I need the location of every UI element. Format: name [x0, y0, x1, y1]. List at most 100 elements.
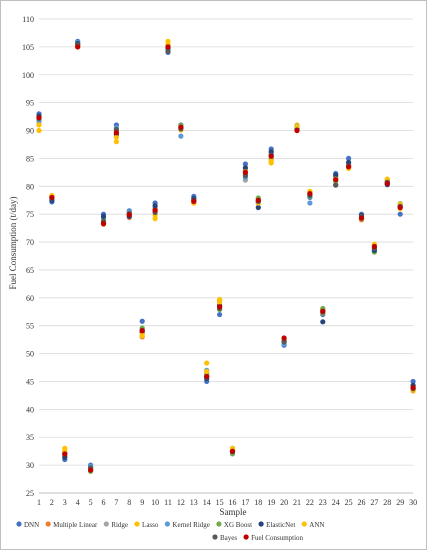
y-tick-label: 30: [26, 461, 34, 470]
legend-item: ANN: [301, 521, 324, 529]
data-point: [346, 155, 352, 162]
legend-item: Lasso: [134, 521, 159, 529]
data-point: [242, 161, 248, 167]
legend-marker: [243, 534, 249, 540]
y-tick-label: 40: [26, 405, 34, 414]
legend-label: ANN: [309, 521, 324, 529]
legend-marker: [258, 521, 264, 527]
legend: DNN Multiple Linear Ridge Lasso Kernel Ridge…: [16, 521, 324, 542]
data-point: [358, 215, 365, 221]
data-point: [100, 213, 107, 220]
data-point: [152, 207, 158, 213]
y-tick-label: 55: [26, 322, 34, 331]
x-tick-label: 1: [37, 498, 41, 507]
x-axis-title: Sample: [220, 507, 247, 517]
x-tick-label: 28: [383, 498, 391, 507]
data-point: [217, 299, 223, 305]
legend-item: Kernel Ridge: [164, 521, 210, 529]
x-tick-label: 17: [241, 498, 249, 507]
y-tick-label: 65: [26, 266, 34, 275]
data-point: [397, 204, 403, 211]
data-point: [113, 134, 119, 140]
x-tick-label: 24: [332, 498, 340, 507]
data-point: [191, 198, 197, 204]
x-tick-label: 5: [89, 498, 93, 507]
legend-marker: [45, 521, 51, 527]
data-point: [320, 319, 326, 325]
data-point: [49, 194, 55, 201]
x-tick-label: 2: [50, 498, 54, 507]
data-point: [320, 308, 326, 314]
data-point: [255, 197, 261, 203]
x-tick-label: 29: [396, 498, 404, 507]
data-point: [139, 328, 145, 334]
data-point: [204, 373, 210, 380]
data-point: [346, 159, 352, 165]
legend-item: ElasticNet: [258, 521, 295, 529]
data-point: [36, 127, 42, 134]
data-point: [242, 169, 248, 175]
data-point: [204, 360, 210, 366]
data-point: [217, 304, 223, 310]
legend-item: Multiple Linear: [45, 521, 98, 529]
y-tick-labels: 25 30 35 40 45 50 55 60 65 70 75 80 85 90 95 100 105 110: [22, 15, 34, 498]
legend-item: DNN: [16, 521, 39, 529]
x-tick-label: 30: [409, 498, 417, 507]
y-tick-label: 25: [26, 489, 34, 498]
x-tick-label: 16: [229, 498, 237, 507]
legend-marker: [216, 521, 222, 527]
data-point: [268, 158, 274, 164]
y-tick-label: 45: [26, 377, 34, 386]
x-tick-label: 26: [358, 498, 366, 507]
y-tick-label: 80: [26, 182, 34, 191]
legend-marker: [164, 521, 170, 527]
legend-label: Multiple Linear: [53, 521, 98, 529]
x-tick-label: 9: [140, 498, 144, 507]
data-point: [333, 177, 339, 183]
y-tick-label: 85: [26, 154, 34, 163]
data-points: [36, 38, 416, 474]
legend-label: Ridge: [111, 521, 128, 529]
data-point: [333, 182, 339, 188]
data-point: [410, 385, 416, 391]
data-point: [139, 318, 145, 324]
x-tick-label: 6: [102, 498, 106, 507]
x-tick-label: 3: [63, 498, 67, 507]
x-tick-label: 10: [151, 498, 159, 507]
y-tick-label: 50: [26, 350, 34, 359]
y-tick-label: 60: [26, 294, 34, 303]
data-point: [165, 48, 171, 54]
data-point: [139, 332, 145, 338]
x-tick-label: 25: [345, 498, 353, 507]
data-point: [113, 130, 119, 136]
x-tick-label: 22: [306, 498, 314, 507]
y-tick-label: 90: [26, 127, 34, 136]
data-point: [346, 164, 352, 170]
x-tick-label: 15: [216, 498, 224, 507]
data-point: [384, 180, 390, 187]
legend-label: XG Boost: [224, 521, 252, 529]
legend-item: Fuel Consumption: [243, 534, 304, 542]
x-tick-label: 7: [114, 498, 118, 507]
data-point: [333, 172, 339, 178]
data-point: [100, 221, 107, 227]
data-point: [268, 153, 274, 159]
data-point: [255, 204, 261, 211]
legend-marker: [134, 521, 140, 527]
legend-marker: [301, 521, 307, 527]
data-point: [36, 115, 42, 121]
legend-label: DNN: [24, 521, 39, 529]
y-tick-label: 95: [26, 99, 34, 108]
y-tick-label: 70: [26, 238, 34, 247]
data-point: [165, 44, 171, 50]
data-point: [281, 339, 287, 345]
x-tick-label: 11: [164, 498, 172, 507]
data-point: [397, 211, 403, 217]
y-tick-label: 105: [22, 43, 34, 52]
data-point: [410, 378, 416, 385]
x-tick-label: 19: [267, 498, 275, 507]
legend-label: Fuel Consumption: [251, 534, 303, 542]
data-point: [75, 44, 81, 50]
